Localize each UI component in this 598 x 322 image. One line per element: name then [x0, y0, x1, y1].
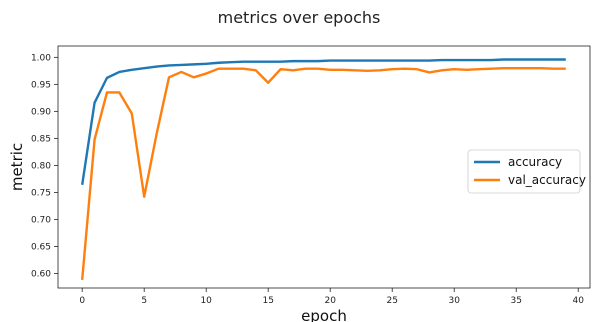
x-tick-label: 5 — [141, 296, 147, 306]
y-tick-label: 0.70 — [31, 215, 51, 225]
legend: accuracy val_accuracy — [467, 149, 586, 194]
x-axis-label: epoch — [301, 307, 347, 322]
series-line-accuracy — [80, 58, 566, 186]
x-tick-label: 0 — [79, 296, 85, 306]
y-tick-label: 0.75 — [31, 188, 51, 198]
y-axis-ticks: 0.60 0.65 0.70 0.75 0.80 0.85 0.90 0.95 1.00 — [31, 53, 58, 279]
legend-label: accuracy — [508, 155, 562, 169]
y-axis-label: metric — [8, 143, 26, 191]
y-tick-label: 1.00 — [31, 53, 51, 63]
x-tick-label: 15 — [262, 296, 273, 306]
x-tick-label: 40 — [572, 296, 584, 306]
y-tick-label: 0.60 — [31, 269, 51, 279]
x-tick-label: 30 — [448, 296, 460, 306]
y-tick-label: 0.85 — [31, 134, 51, 144]
x-tick-label: 20 — [324, 296, 336, 306]
x-tick-label: 10 — [200, 296, 212, 306]
chart-title: metrics over epochs — [217, 8, 381, 27]
plot-frame — [57, 45, 591, 289]
x-tick-label: 35 — [510, 296, 521, 306]
series-line-val-accuracy — [80, 66, 566, 281]
legend-label: val_accuracy — [508, 173, 586, 187]
y-tick-label: 0.95 — [31, 80, 51, 90]
x-tick-label: 25 — [386, 296, 397, 306]
y-tick-label: 0.80 — [31, 161, 51, 171]
legend-box — [467, 149, 581, 194]
y-tick-label: 0.90 — [31, 107, 51, 117]
series-layer — [80, 58, 566, 281]
x-axis-ticks: 0 5 10 15 20 25 30 35 40 — [79, 288, 584, 306]
y-tick-label: 0.65 — [31, 242, 51, 252]
